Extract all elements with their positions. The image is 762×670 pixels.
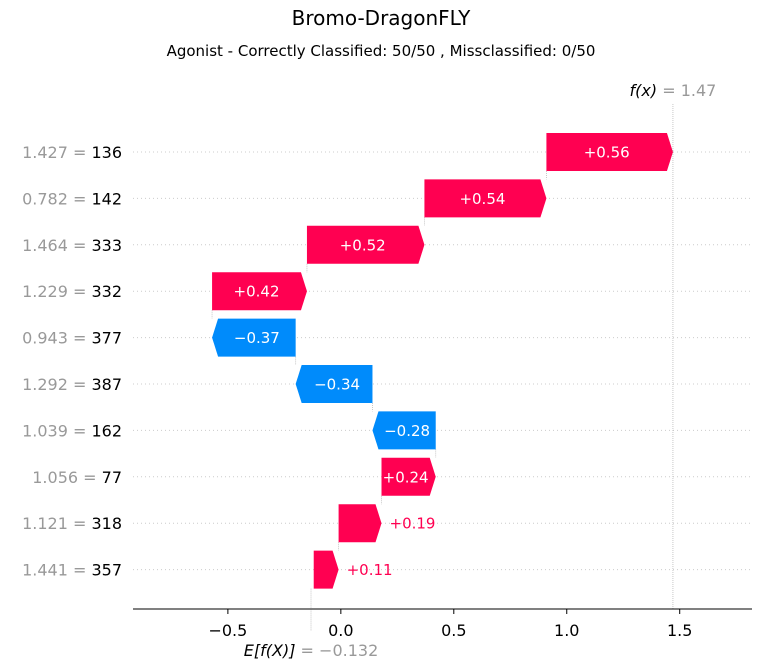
final-value-label: f(x) = 1.47 xyxy=(630,81,717,100)
bar-value-label: +0.52 xyxy=(340,236,386,254)
feature-label: 1.427 = 136 xyxy=(22,143,122,162)
feature-label: 1.056 = 77 xyxy=(32,468,122,487)
feature-label: 1.292 = 387 xyxy=(22,375,122,394)
bar-value-label: +0.11 xyxy=(347,561,393,579)
bar-value-label: −0.34 xyxy=(314,376,360,394)
x-tick-label: 1.0 xyxy=(554,621,579,640)
bar-value-label: +0.56 xyxy=(584,144,630,162)
chart-title: Bromo-DragonFLY xyxy=(291,6,471,30)
feature-label: 1.464 = 333 xyxy=(22,236,122,255)
feature-label: 1.039 = 162 xyxy=(22,421,122,440)
bar-value-label: −0.28 xyxy=(384,422,430,440)
x-tick-label: −0.5 xyxy=(208,621,247,640)
bar-value-label: −0.37 xyxy=(234,329,280,347)
positive-bar xyxy=(546,133,673,171)
chart-subtitle: Agonist - Correctly Classified: 50/50 , … xyxy=(166,42,596,60)
positive-bar xyxy=(306,225,425,264)
negative-bar xyxy=(372,411,436,450)
x-tick-label: 0.5 xyxy=(441,621,466,640)
base-value-label: E[f(X)] = −0.132 xyxy=(244,641,378,660)
feature-label: 0.943 = 377 xyxy=(22,329,122,348)
x-tick-label: 0.0 xyxy=(328,621,353,640)
positive-bar xyxy=(424,179,547,218)
negative-bar xyxy=(212,318,296,357)
feature-label: 1.229 = 332 xyxy=(22,282,122,301)
feature-label: 0.782 = 142 xyxy=(22,189,122,208)
feature-label: 1.441 = 357 xyxy=(22,561,122,580)
x-tick-label: 1.5 xyxy=(667,621,692,640)
positive-bar xyxy=(212,272,307,311)
positive-bar xyxy=(381,457,436,496)
bar-value-label: +0.19 xyxy=(390,515,436,533)
feature-label: 1.121 = 318 xyxy=(22,514,122,533)
bar-value-label: +0.42 xyxy=(234,283,280,301)
positive-bar xyxy=(338,504,382,543)
bar-value-label: +0.24 xyxy=(383,468,429,486)
negative-bar xyxy=(295,365,373,403)
positive-bar xyxy=(313,550,339,589)
bar-value-label: +0.54 xyxy=(459,190,505,208)
